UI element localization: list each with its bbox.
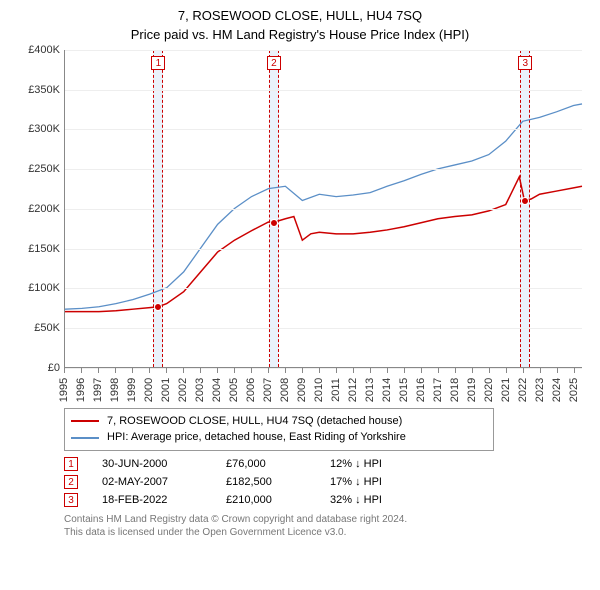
sale-diff: 17% ↓ HPI <box>330 476 382 488</box>
x-axis-tick-label: 1995 <box>58 378 70 402</box>
x-axis-tick-label: 1999 <box>126 378 138 402</box>
x-axis-tick-label: 2025 <box>568 378 580 402</box>
x-axis-tick-label: 2002 <box>177 378 189 402</box>
x-axis-tick-label: 2012 <box>347 378 359 402</box>
y-axis-tick-label: £100K <box>20 282 60 294</box>
sale-date: 02-MAY-2007 <box>102 476 202 488</box>
sale-marker-icon: 1 <box>151 56 165 70</box>
x-axis-tick-label: 2020 <box>483 378 495 402</box>
x-axis-tick-label: 1997 <box>92 378 104 402</box>
title-address: 7, ROSEWOOD CLOSE, HULL, HU4 7SQ <box>12 8 588 25</box>
y-axis-tick-label: £350K <box>20 84 60 96</box>
sale-point-marker <box>154 303 162 311</box>
sale-marker-icon: 2 <box>267 56 281 70</box>
sale-marker-icon: 1 <box>64 457 78 471</box>
x-axis-tick-label: 2017 <box>432 378 444 402</box>
legend-swatch <box>71 437 99 439</box>
x-axis-tick-label: 2018 <box>449 378 461 402</box>
y-axis-tick-label: £300K <box>20 123 60 135</box>
y-axis-tick-label: £150K <box>20 243 60 255</box>
x-axis-tick-label: 2000 <box>143 378 155 402</box>
x-axis-tick-label: 1998 <box>109 378 121 402</box>
chart-container: 7, ROSEWOOD CLOSE, HULL, HU4 7SQ Price p… <box>0 0 600 590</box>
x-axis-tick-label: 2005 <box>228 378 240 402</box>
sale-price: £76,000 <box>226 458 306 470</box>
x-axis-tick-label: 2022 <box>517 378 529 402</box>
x-axis-tick-label: 2024 <box>551 378 563 402</box>
x-axis-tick-label: 2016 <box>415 378 427 402</box>
x-axis-tick-label: 2003 <box>194 378 206 402</box>
plot-region: 1 2 3 <box>64 50 582 368</box>
x-axis-tick-label: 2008 <box>279 378 291 402</box>
sale-point-marker <box>270 219 278 227</box>
x-axis-tick-label: 2010 <box>313 378 325 402</box>
sale-marker-icon: 3 <box>64 493 78 507</box>
legend-swatch <box>71 420 99 422</box>
legend-box: 7, ROSEWOOD CLOSE, HULL, HU4 7SQ (detach… <box>64 408 494 451</box>
x-axis-tick-label: 2023 <box>534 378 546 402</box>
sale-date: 18-FEB-2022 <box>102 494 202 506</box>
x-axis-tick-label: 2001 <box>160 378 172 402</box>
sale-marker-icon: 3 <box>518 56 532 70</box>
title-block: 7, ROSEWOOD CLOSE, HULL, HU4 7SQ Price p… <box>12 8 588 44</box>
sale-price: £210,000 <box>226 494 306 506</box>
series-price_paid <box>65 177 582 312</box>
title-subtitle: Price paid vs. HM Land Registry's House … <box>12 27 588 44</box>
x-axis-tick-label: 2014 <box>381 378 393 402</box>
sale-diff: 12% ↓ HPI <box>330 458 382 470</box>
copyright-line: Contains HM Land Registry data © Crown c… <box>64 513 578 526</box>
y-axis-tick-label: £50K <box>20 322 60 334</box>
x-axis-tick-label: 2015 <box>398 378 410 402</box>
sales-row: 1 30-JUN-2000 £76,000 12% ↓ HPI <box>64 457 578 471</box>
x-axis-tick-label: 2019 <box>466 378 478 402</box>
sales-table: 1 30-JUN-2000 £76,000 12% ↓ HPI 2 02-MAY… <box>64 457 578 507</box>
chart-area: 1 2 3 £0 £50K £100K £150K £200K £250K £300K £350K… <box>22 50 582 400</box>
copyright-block: Contains HM Land Registry data © Crown c… <box>64 513 578 539</box>
x-axis-tick-label: 2011 <box>330 378 342 402</box>
x-axis-tick-label: 2021 <box>500 378 512 402</box>
x-axis-tick-label: 2009 <box>296 378 308 402</box>
y-axis-tick-label: £0 <box>20 362 60 374</box>
sale-diff: 32% ↓ HPI <box>330 494 382 506</box>
x-axis-tick-label: 2013 <box>364 378 376 402</box>
legend-label: HPI: Average price, detached house, East… <box>107 429 406 446</box>
x-axis-tick-label: 2007 <box>262 378 274 402</box>
sales-row: 3 18-FEB-2022 £210,000 32% ↓ HPI <box>64 493 578 507</box>
sale-price: £182,500 <box>226 476 306 488</box>
y-axis-tick-label: £200K <box>20 203 60 215</box>
legend-item: HPI: Average price, detached house, East… <box>71 429 487 446</box>
y-axis-tick-label: £250K <box>20 163 60 175</box>
sale-point-marker <box>521 197 529 205</box>
series-hpi <box>65 104 582 309</box>
y-axis-tick-label: £400K <box>20 44 60 56</box>
legend-item: 7, ROSEWOOD CLOSE, HULL, HU4 7SQ (detach… <box>71 413 487 430</box>
sales-row: 2 02-MAY-2007 £182,500 17% ↓ HPI <box>64 475 578 489</box>
x-axis-tick-label: 2006 <box>245 378 257 402</box>
copyright-line: This data is licensed under the Open Gov… <box>64 526 578 539</box>
x-axis-tick-label: 1996 <box>75 378 87 402</box>
sale-marker-icon: 2 <box>64 475 78 489</box>
sale-date: 30-JUN-2000 <box>102 458 202 470</box>
x-axis-tick-label: 2004 <box>211 378 223 402</box>
legend-label: 7, ROSEWOOD CLOSE, HULL, HU4 7SQ (detach… <box>107 413 402 430</box>
